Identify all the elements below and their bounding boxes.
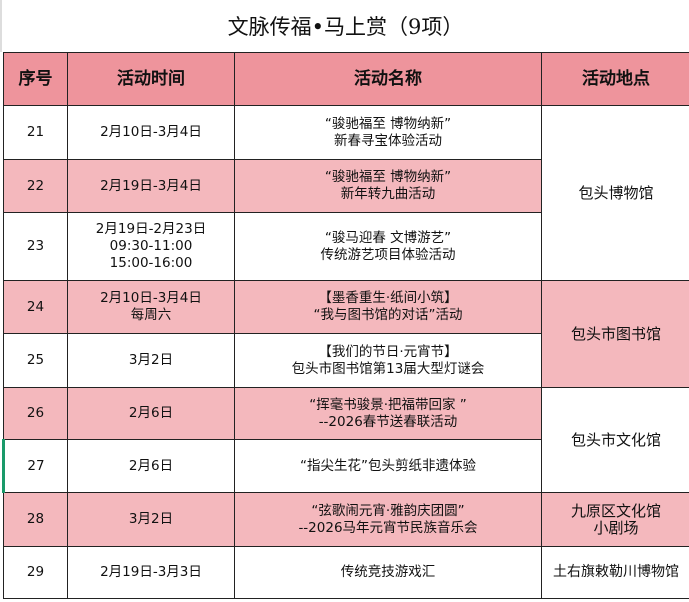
table-row: 21 2月10日-3月4日 “骏驰福至 博物纳新” 新春寻宝体验活动 包头博物馆: [3, 105, 689, 281]
cell-time: 2月10日-3月4日: [67, 105, 235, 160]
cell-no: 21: [3, 105, 68, 160]
header-no: 序号: [3, 52, 68, 106]
cell-time: 2月19日-2月23日 09:30-11:00 15:00-16:00: [67, 212, 235, 281]
cell-name: “弦歌闹元宵·雅韵庆团圆” --2026马年元宵节民族音乐会: [234, 492, 542, 547]
cell-name: 【我们的节日·元宵节】 包头市图书馆第13届大型灯谜会: [234, 333, 542, 388]
header-row: 序号 活动时间 活动名称 活动地点: [3, 52, 689, 106]
table-row: 24 2月10日-3月4日 每周六 【墨香重生·纸间小筑】 “我与图书馆的对话”…: [3, 280, 689, 388]
cell-name: “指尖生花”包头剪纸非遗体验: [234, 439, 542, 493]
activity-table: 序号 活动时间 活动名称 活动地点 21 2月10日-3月4日 “骏驰福至 博物…: [2, 52, 689, 599]
header-location: 活动地点: [541, 52, 689, 106]
cell-no: 23: [3, 212, 68, 281]
cell-no: 24: [3, 280, 68, 334]
cell-no: 22: [3, 159, 68, 213]
cell-no: 27: [2, 439, 68, 493]
page-title: 文脉传福•马上赏（9项）: [0, 0, 689, 52]
cell-name: “骏马迎春 文博游艺” 传统游艺项目体验活动: [234, 212, 542, 281]
table-row: 26 2月6日 “挥毫书骏景·把福带回家 ” --2026春节送春联活动 包头市…: [3, 387, 689, 493]
cell-location: 包头市图书馆: [541, 280, 689, 388]
cell-location: 土右旗敕勒川博物馆: [541, 546, 689, 599]
table-row: 28 3月2日 “弦歌闹元宵·雅韵庆团圆” --2026马年元宵节民族音乐会 九…: [3, 492, 689, 547]
table-row: 29 2月19日-3月3日 传统竞技游戏汇 土右旗敕勒川博物馆: [3, 546, 689, 599]
table-row: 23 2月19日-2月23日 09:30-11:00 15:00-16:00 “…: [3, 212, 689, 281]
header-time: 活动时间: [67, 52, 235, 106]
cell-time: 2月6日: [67, 387, 235, 440]
cell-location: 包头市文化馆: [541, 387, 689, 493]
cell-time: 2月19日-3月4日: [67, 159, 235, 213]
cell-location: 九原区文化馆 小剧场: [541, 492, 689, 547]
cell-time: 2月10日-3月4日 每周六: [67, 280, 235, 334]
cell-time: 3月2日: [67, 333, 235, 388]
cell-no: 28: [3, 492, 68, 547]
cell-name: “挥毫书骏景·把福带回家 ” --2026春节送春联活动: [234, 387, 542, 440]
cell-time: 3月2日: [67, 492, 235, 547]
header-name: 活动名称: [234, 52, 542, 106]
cell-no: 25: [3, 333, 68, 388]
cell-name: 【墨香重生·纸间小筑】 “我与图书馆的对话”活动: [234, 280, 542, 334]
cell-location: 包头博物馆: [541, 105, 689, 281]
cell-no: 29: [3, 546, 68, 599]
cell-time: 2月6日: [67, 439, 235, 493]
cell-no: 26: [3, 387, 68, 440]
cell-name: “骏驰福至 博物纳新” 新年转九曲活动: [234, 159, 542, 213]
cell-name: 传统竞技游戏汇: [234, 546, 542, 599]
cell-time: 2月19日-3月3日: [67, 546, 235, 599]
table-row: 27 2月6日 “指尖生花”包头剪纸非遗体验: [2, 439, 689, 493]
cell-name: “骏驰福至 博物纳新” 新春寻宝体验活动: [234, 105, 542, 160]
table-row: 25 3月2日 【我们的节日·元宵节】 包头市图书馆第13届大型灯谜会: [3, 333, 689, 388]
